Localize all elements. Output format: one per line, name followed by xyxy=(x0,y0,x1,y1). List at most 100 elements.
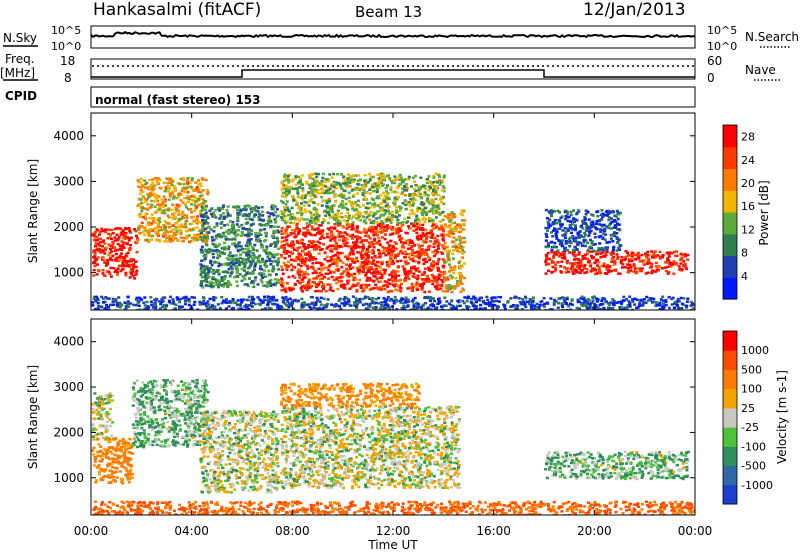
data-cell xyxy=(317,274,321,277)
data-cell xyxy=(318,280,322,284)
data-cell xyxy=(390,270,394,274)
data-cell xyxy=(108,272,112,275)
data-cell xyxy=(613,224,617,227)
data-cell xyxy=(550,248,554,252)
data-cell xyxy=(361,247,365,250)
data-cell xyxy=(317,230,321,233)
data-cell xyxy=(157,225,160,228)
data-cell xyxy=(127,237,131,240)
data-cell xyxy=(215,280,218,283)
data-cell xyxy=(203,257,207,260)
data-cell xyxy=(271,265,275,268)
data-cell xyxy=(320,263,324,267)
data-cell xyxy=(126,236,130,239)
data-cell xyxy=(601,297,605,300)
data-cell xyxy=(201,215,205,219)
data-cell xyxy=(396,270,400,273)
data-cell xyxy=(545,233,548,237)
data-cell xyxy=(294,259,298,262)
data-cell xyxy=(450,240,454,244)
data-cell xyxy=(338,231,342,234)
data-cell xyxy=(274,273,278,276)
data-cell xyxy=(585,252,589,256)
data-cell xyxy=(336,222,340,225)
data-cell xyxy=(620,256,624,259)
data-cell xyxy=(552,245,556,249)
data-cell xyxy=(313,248,316,251)
data-cell xyxy=(272,204,276,207)
data-cell xyxy=(170,190,174,194)
data-cell xyxy=(563,255,567,259)
data-cell xyxy=(560,260,564,263)
data-cell xyxy=(416,210,420,213)
data-cell xyxy=(306,252,310,255)
data-cell xyxy=(579,234,583,237)
data-cell xyxy=(392,299,396,303)
data-cell xyxy=(192,303,196,307)
data-cell xyxy=(223,277,227,281)
data-cell xyxy=(430,232,434,236)
data-cell xyxy=(236,249,240,252)
data-cell xyxy=(604,213,608,217)
data-cell xyxy=(348,264,351,268)
data-cell xyxy=(249,232,253,236)
data-cell xyxy=(200,194,204,197)
data-cell xyxy=(315,190,318,194)
data-cell xyxy=(309,194,313,197)
data-cell xyxy=(377,236,381,240)
data-cell xyxy=(92,232,96,235)
data-cell xyxy=(381,184,384,188)
data-cell xyxy=(424,213,428,216)
data-cell xyxy=(269,263,273,266)
data-cell xyxy=(254,232,258,235)
data-cell xyxy=(458,273,462,277)
data-cell xyxy=(338,244,342,248)
data-cell xyxy=(129,243,132,247)
data-cell xyxy=(656,269,660,272)
data-cell xyxy=(396,186,400,190)
data-cell xyxy=(201,198,205,201)
data-cell xyxy=(431,250,435,254)
data-cell xyxy=(122,264,125,268)
data-cell xyxy=(371,231,375,234)
data-cell xyxy=(369,266,373,269)
data-cell xyxy=(364,229,368,232)
data-cell xyxy=(547,226,551,229)
data-cell xyxy=(315,275,319,278)
data-cell xyxy=(461,252,465,255)
data-cell xyxy=(449,267,453,271)
data-cell xyxy=(600,218,603,221)
data-cell xyxy=(262,269,266,272)
data-cell xyxy=(544,260,548,263)
data-cell xyxy=(354,201,358,204)
data-cell xyxy=(599,213,603,217)
data-cell xyxy=(658,257,662,260)
data-cell xyxy=(285,238,289,242)
data-cell xyxy=(134,260,138,263)
data-cell xyxy=(461,249,464,252)
data-cell xyxy=(670,251,674,255)
data-cell xyxy=(246,270,250,274)
data-cell xyxy=(393,285,396,288)
data-cell xyxy=(150,303,154,307)
data-cell xyxy=(566,229,570,232)
data-cell xyxy=(135,296,139,300)
data-cell xyxy=(584,222,588,225)
data-cell xyxy=(162,209,166,212)
data-cell xyxy=(235,271,239,274)
data-cell xyxy=(582,257,586,260)
data-cell xyxy=(259,218,263,222)
data-cell xyxy=(221,212,225,215)
data-cell xyxy=(287,173,291,177)
data-cell xyxy=(205,280,209,284)
data-cell xyxy=(357,268,361,271)
data-cell xyxy=(97,269,101,273)
data-cell xyxy=(206,222,210,225)
data-cell xyxy=(101,240,104,244)
data-cell xyxy=(272,267,276,271)
data-cell xyxy=(197,188,201,191)
data-cell xyxy=(607,268,611,272)
data-cell xyxy=(267,269,271,273)
data-cell xyxy=(425,235,429,239)
data-cell xyxy=(646,253,650,257)
